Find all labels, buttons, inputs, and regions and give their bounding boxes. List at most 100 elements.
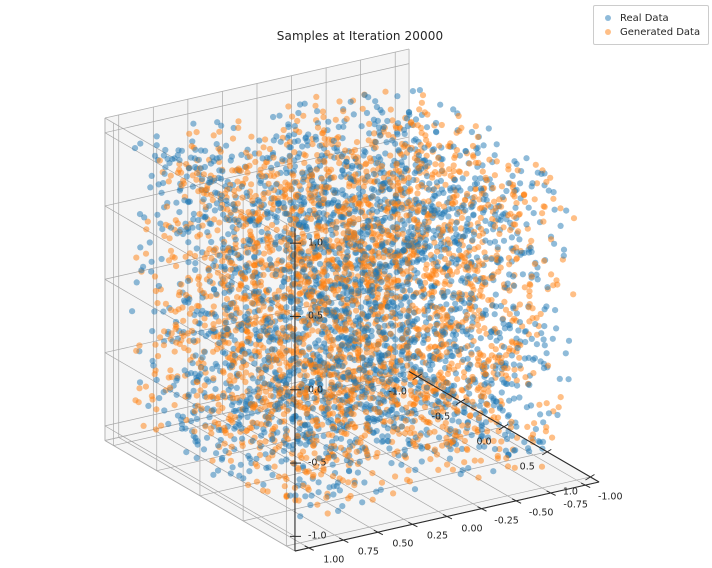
scatter-point <box>265 420 272 427</box>
scatter-point <box>452 152 459 159</box>
scatter-point <box>153 133 160 140</box>
scatter-point <box>252 319 260 326</box>
scatter-point <box>276 112 283 119</box>
scatter-point <box>480 142 487 149</box>
scatter-point <box>185 391 192 398</box>
scatter-point <box>433 451 441 458</box>
scatter-point <box>266 256 273 263</box>
scatter-point <box>208 238 215 246</box>
scatter-point <box>453 147 460 154</box>
scatter-point <box>311 395 318 402</box>
gridline <box>104 63 410 134</box>
scatter-point <box>439 226 446 233</box>
scatter-point <box>423 124 431 131</box>
scatter-point <box>293 211 300 218</box>
scatter-point <box>199 175 206 183</box>
scatter-point <box>249 375 256 382</box>
scatter-point <box>216 219 223 226</box>
scatter-point <box>451 176 459 183</box>
scatter-point <box>419 352 426 359</box>
scatter-point <box>387 253 394 260</box>
scatter-point <box>363 357 370 364</box>
scatter-point <box>447 187 454 194</box>
scatter-point <box>487 333 494 341</box>
scatter-point <box>234 178 241 185</box>
scatter-point <box>197 311 204 318</box>
scatter-point <box>191 408 198 415</box>
scatter-point <box>504 413 511 420</box>
scatter-point <box>162 221 169 228</box>
scatter-point <box>513 244 520 251</box>
scatter-point <box>221 289 228 296</box>
scatter-point <box>409 418 416 425</box>
scatter-point <box>201 322 208 329</box>
scatter-point <box>281 210 289 217</box>
scatter-point <box>342 321 349 328</box>
scatter-point <box>421 273 428 280</box>
scatter-point <box>388 290 395 297</box>
scatter-point <box>423 384 430 391</box>
scatter-point <box>243 189 250 196</box>
scatter-point <box>543 350 550 357</box>
scatter-point <box>274 171 281 178</box>
scatter-point <box>432 119 440 127</box>
scatter-point <box>374 178 381 185</box>
scatter-point <box>265 180 272 187</box>
scatter-point <box>171 402 178 409</box>
scatter-point <box>263 464 270 471</box>
scatter-point <box>235 124 242 131</box>
scatter-point <box>232 245 239 252</box>
scatter-point <box>533 341 541 348</box>
scatter-point <box>461 279 469 286</box>
scatter-point <box>352 404 359 411</box>
scatter-point <box>424 444 431 451</box>
scatter-point <box>183 449 190 456</box>
scatter-point <box>189 138 196 145</box>
scatter-point <box>287 199 294 206</box>
scatter-point <box>471 266 479 273</box>
scatter-point <box>340 191 347 198</box>
scatter-point <box>221 424 228 431</box>
scatter-point <box>203 376 210 383</box>
scatter-point <box>524 423 531 430</box>
scatter-point <box>375 153 382 161</box>
scatter-point <box>431 325 438 332</box>
scatter-point <box>308 492 315 499</box>
scatter-point <box>269 407 276 415</box>
scatter-point <box>479 310 486 317</box>
scatter-point <box>223 142 230 149</box>
scatter-point <box>426 180 433 187</box>
scatter-point <box>555 404 562 411</box>
scatter-point <box>324 510 331 517</box>
scatter-point <box>491 223 499 230</box>
scatter-point <box>469 314 476 321</box>
scatter-point <box>516 394 523 401</box>
scatter-point <box>249 197 256 204</box>
scatter-point <box>345 227 352 234</box>
scatter-point <box>481 249 488 256</box>
scatter-point <box>510 221 517 228</box>
scatter-point <box>455 418 462 425</box>
scatter-point <box>278 373 285 380</box>
scatter-point <box>290 413 297 420</box>
scatter-point <box>352 423 359 430</box>
scatter-point <box>162 164 169 171</box>
scatter-point <box>285 181 292 188</box>
scatter-point <box>497 302 505 310</box>
scatter-point <box>206 220 213 227</box>
scatter-point <box>440 329 447 336</box>
scatter-point <box>438 374 445 381</box>
scatter-point <box>183 173 190 180</box>
scatter-point <box>286 152 293 159</box>
scatter-point <box>464 190 471 197</box>
scatter-point <box>511 158 518 165</box>
scatter-point <box>543 424 550 431</box>
scatter-point <box>316 260 324 268</box>
scatter-point <box>214 227 221 234</box>
scatter-point <box>238 282 245 289</box>
scatter-point <box>376 328 383 335</box>
scatter-point <box>461 405 468 412</box>
scatter-point <box>349 162 356 170</box>
scatter-point <box>330 365 337 372</box>
